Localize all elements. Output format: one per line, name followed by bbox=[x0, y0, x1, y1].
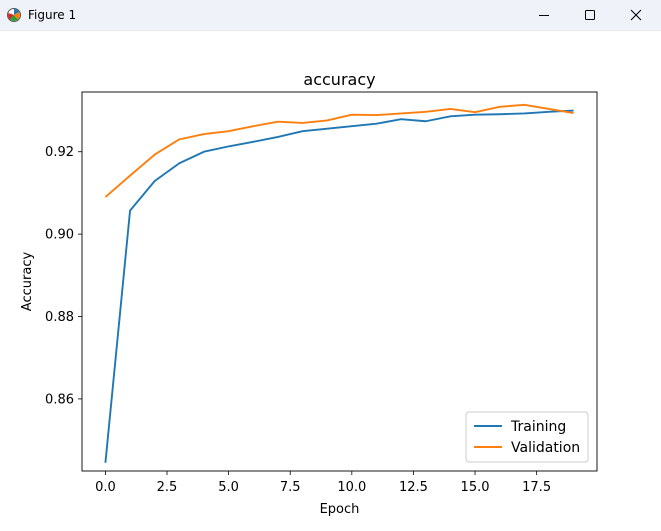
x-tick-label: 15.0 bbox=[461, 480, 490, 495]
x-tick-label: 5.0 bbox=[218, 480, 239, 495]
maximize-icon bbox=[584, 9, 596, 21]
chart-title: accuracy bbox=[303, 70, 375, 89]
legend: Training Validation bbox=[466, 412, 588, 462]
x-tick-label: 12.5 bbox=[399, 480, 428, 495]
close-icon bbox=[630, 9, 642, 21]
legend-label-validation: Validation bbox=[511, 440, 580, 456]
x-tick-label: 7.5 bbox=[280, 480, 301, 495]
series-line-training bbox=[105, 111, 573, 463]
x-tick-label: 2.5 bbox=[157, 480, 178, 495]
y-tick-label: 0.92 bbox=[45, 145, 74, 160]
legend-label-training: Training bbox=[510, 419, 566, 435]
figure-canvas: 0.0 2.5 5.0 7.5 10.0 12.5 15.0 17.5 0.86 0.88 0.90… bbox=[0, 31, 661, 527]
window-title: Figure 1 bbox=[28, 8, 76, 22]
y-tick-label: 0.88 bbox=[45, 310, 74, 325]
close-button[interactable] bbox=[613, 0, 659, 30]
x-tick-label: 17.5 bbox=[522, 480, 551, 495]
x-tick-label: 10.0 bbox=[337, 480, 366, 495]
window-titlebar: Figure 1 bbox=[0, 0, 661, 31]
accuracy-chart: 0.0 2.5 5.0 7.5 10.0 12.5 15.0 17.5 0.86 0.88 0.90… bbox=[0, 31, 661, 527]
x-tick-label: 0.0 bbox=[95, 480, 116, 495]
x-axis-label: Epoch bbox=[320, 502, 360, 517]
minimize-icon bbox=[538, 9, 550, 21]
y-tick-label: 0.90 bbox=[45, 228, 74, 243]
minimize-button[interactable] bbox=[521, 0, 567, 30]
maximize-button[interactable] bbox=[567, 0, 613, 30]
series-line-validation bbox=[105, 105, 573, 197]
y-axis-label: Accuracy bbox=[20, 252, 35, 312]
y-tick-label: 0.86 bbox=[45, 392, 74, 407]
matplotlib-icon bbox=[6, 7, 22, 23]
